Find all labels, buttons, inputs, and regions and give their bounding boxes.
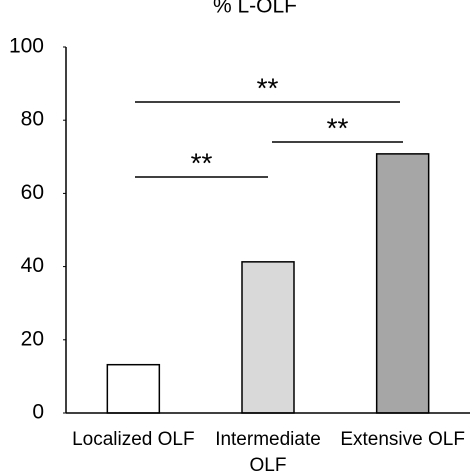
y-tick-label: 60 xyxy=(21,181,44,204)
bar xyxy=(375,153,430,414)
bar xyxy=(106,363,161,414)
significance-label: ** xyxy=(327,112,349,143)
bar xyxy=(241,261,295,414)
x-tick-label: Intermediate OLF xyxy=(215,429,321,474)
x-tick-label: Extensive OLF xyxy=(340,429,465,450)
y-tick-label: 0 xyxy=(32,401,44,424)
y-tick-label: 80 xyxy=(21,108,44,131)
significance-label: ** xyxy=(257,72,279,103)
significance-label: ** xyxy=(191,147,213,178)
x-tick-label: Localized OLF xyxy=(72,429,195,450)
y-tick-label: 40 xyxy=(21,254,44,277)
y-tick-label: 20 xyxy=(21,327,44,350)
y-tick-label: 100 xyxy=(9,35,44,58)
chart-title: % L-OLF xyxy=(213,0,297,18)
